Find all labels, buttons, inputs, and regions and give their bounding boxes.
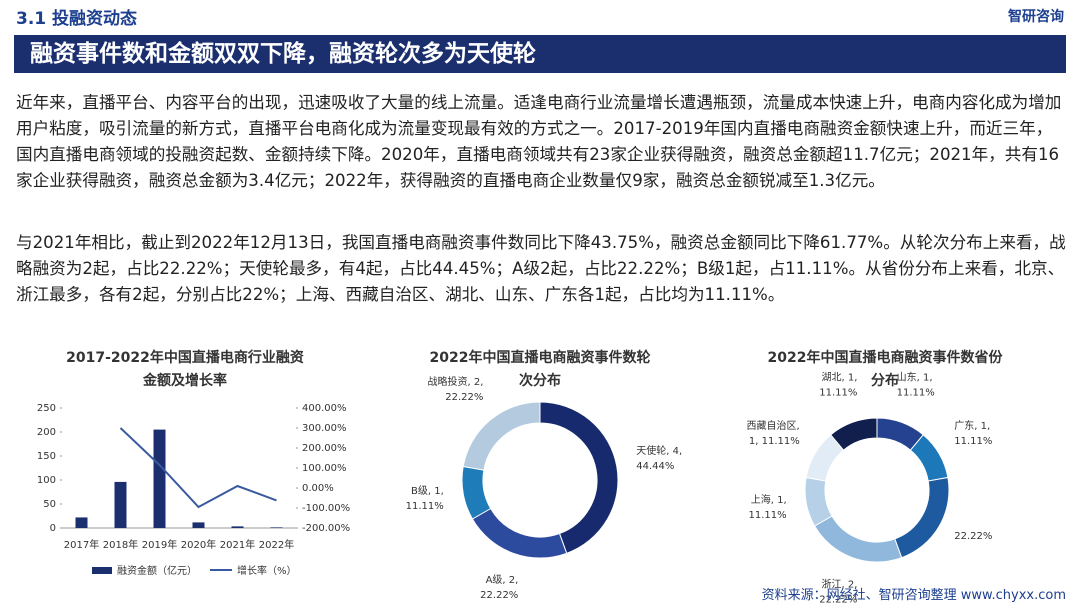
url: www.chyxx.com [960, 588, 1066, 603]
chart-title: 金额及增长率 [142, 372, 227, 389]
y-tick-label: 50 [43, 499, 56, 510]
chart-title: 2022年中国直播电商融资事件数省份 [768, 349, 1004, 366]
data-label: 天使轮, 4, [636, 444, 682, 457]
data-label: 1, 11.11% [749, 436, 800, 447]
y2-tick-label: 0.00% [302, 483, 334, 494]
segment [471, 507, 568, 559]
data-label: 上海, 1, [751, 493, 787, 506]
bar [231, 526, 244, 528]
legend-label: 融资金额（亿元） [117, 564, 197, 577]
segment [894, 476, 950, 559]
data-label: 11.11% [897, 388, 935, 399]
data-label: 22.22% [954, 531, 992, 542]
data-label: 广东, 1, [954, 419, 990, 432]
x-tick-label: 2020年 [181, 538, 216, 551]
y2-tick-label: 300.00% [302, 423, 347, 434]
data-label: 11.11% [954, 436, 992, 447]
data-label: 11.11% [406, 501, 444, 512]
title: 融资事件数和金额双双下降，融资轮次多为天使轮 [14, 35, 1066, 73]
data-label: 22.22% [480, 590, 518, 601]
data-label: 44.44% [636, 461, 674, 472]
bar [270, 527, 283, 528]
paragraph: 近年来，直播平台、内容平台的出现，迅速吸收了大量的线上流量。适逢电商行业流量增长… [16, 93, 1062, 190]
y2-tick-label: 100.00% [302, 463, 347, 474]
segment [462, 401, 541, 471]
x-tick-label: 2018年 [103, 538, 138, 551]
footer: 资料来源：网经社、智研咨询整理 www.chyxx.com [762, 584, 1066, 603]
line [119, 427, 277, 509]
segment [813, 515, 903, 563]
y-tick-label: 100 [37, 475, 56, 486]
header: 3.1 投融资动态 智研咨询 [0, 0, 1080, 30]
legend-label: 增长率（%） [237, 564, 297, 577]
bar [114, 481, 127, 528]
x-tick-label: 2019年 [142, 538, 177, 551]
y-tick-label: 0 [50, 523, 56, 534]
y-tick-label: 200 [37, 427, 56, 438]
data-label: 山东, 1, [897, 371, 933, 384]
segment [830, 417, 878, 451]
chart-title: 次分布 [519, 372, 561, 389]
legend-swatch [92, 567, 112, 574]
bar [153, 429, 166, 528]
segment [461, 465, 492, 520]
y-tick-label: 250 [37, 403, 56, 414]
section-title: 3.1 投融资动态 [16, 9, 138, 29]
segment [539, 401, 619, 554]
bar [192, 522, 205, 528]
logo: 智研咨询 [1008, 9, 1064, 25]
y-tick-label: 150 [37, 451, 56, 462]
data-label: 浙江, 2, [821, 578, 857, 590]
segment [804, 476, 833, 527]
data-label: 22.22% [819, 594, 857, 605]
chart-title: 2022年中国直播电商融资事件数轮 [430, 349, 651, 366]
data-label: 22.22% [445, 392, 483, 403]
data-label: 战略投资, 2, [428, 375, 484, 388]
data-label: 湖北, 1, [821, 372, 857, 384]
bar [75, 517, 88, 528]
y2-tick-label: -200.00% [302, 523, 350, 534]
data-label: 11.11% [749, 510, 787, 521]
data-label: B级, 1, [411, 485, 444, 497]
chart-title: 2017-2022年中国直播电商行业融资 [66, 349, 304, 366]
paragraph: 与2021年相比，截止到2022年12月13日，我国直播电商融资事件数同比下降4… [16, 233, 1066, 304]
y2-tick-label: -100.00% [302, 503, 350, 514]
y2-tick-label: 200.00% [302, 443, 347, 454]
data-label: 西藏自治区, [747, 419, 800, 432]
x-tick-label: 2021年 [220, 538, 255, 551]
y2-tick-label: 400.00% [302, 403, 347, 414]
x-tick-label: 2017年 [64, 538, 99, 551]
chart-title: 分布 [871, 372, 899, 389]
data-label: 11.11% [819, 388, 857, 399]
x-tick-label: 2022年 [259, 538, 294, 551]
source: 资料来源：网经社、智研咨询整理 [761, 588, 957, 603]
data-label: A级, 2, [486, 574, 519, 586]
